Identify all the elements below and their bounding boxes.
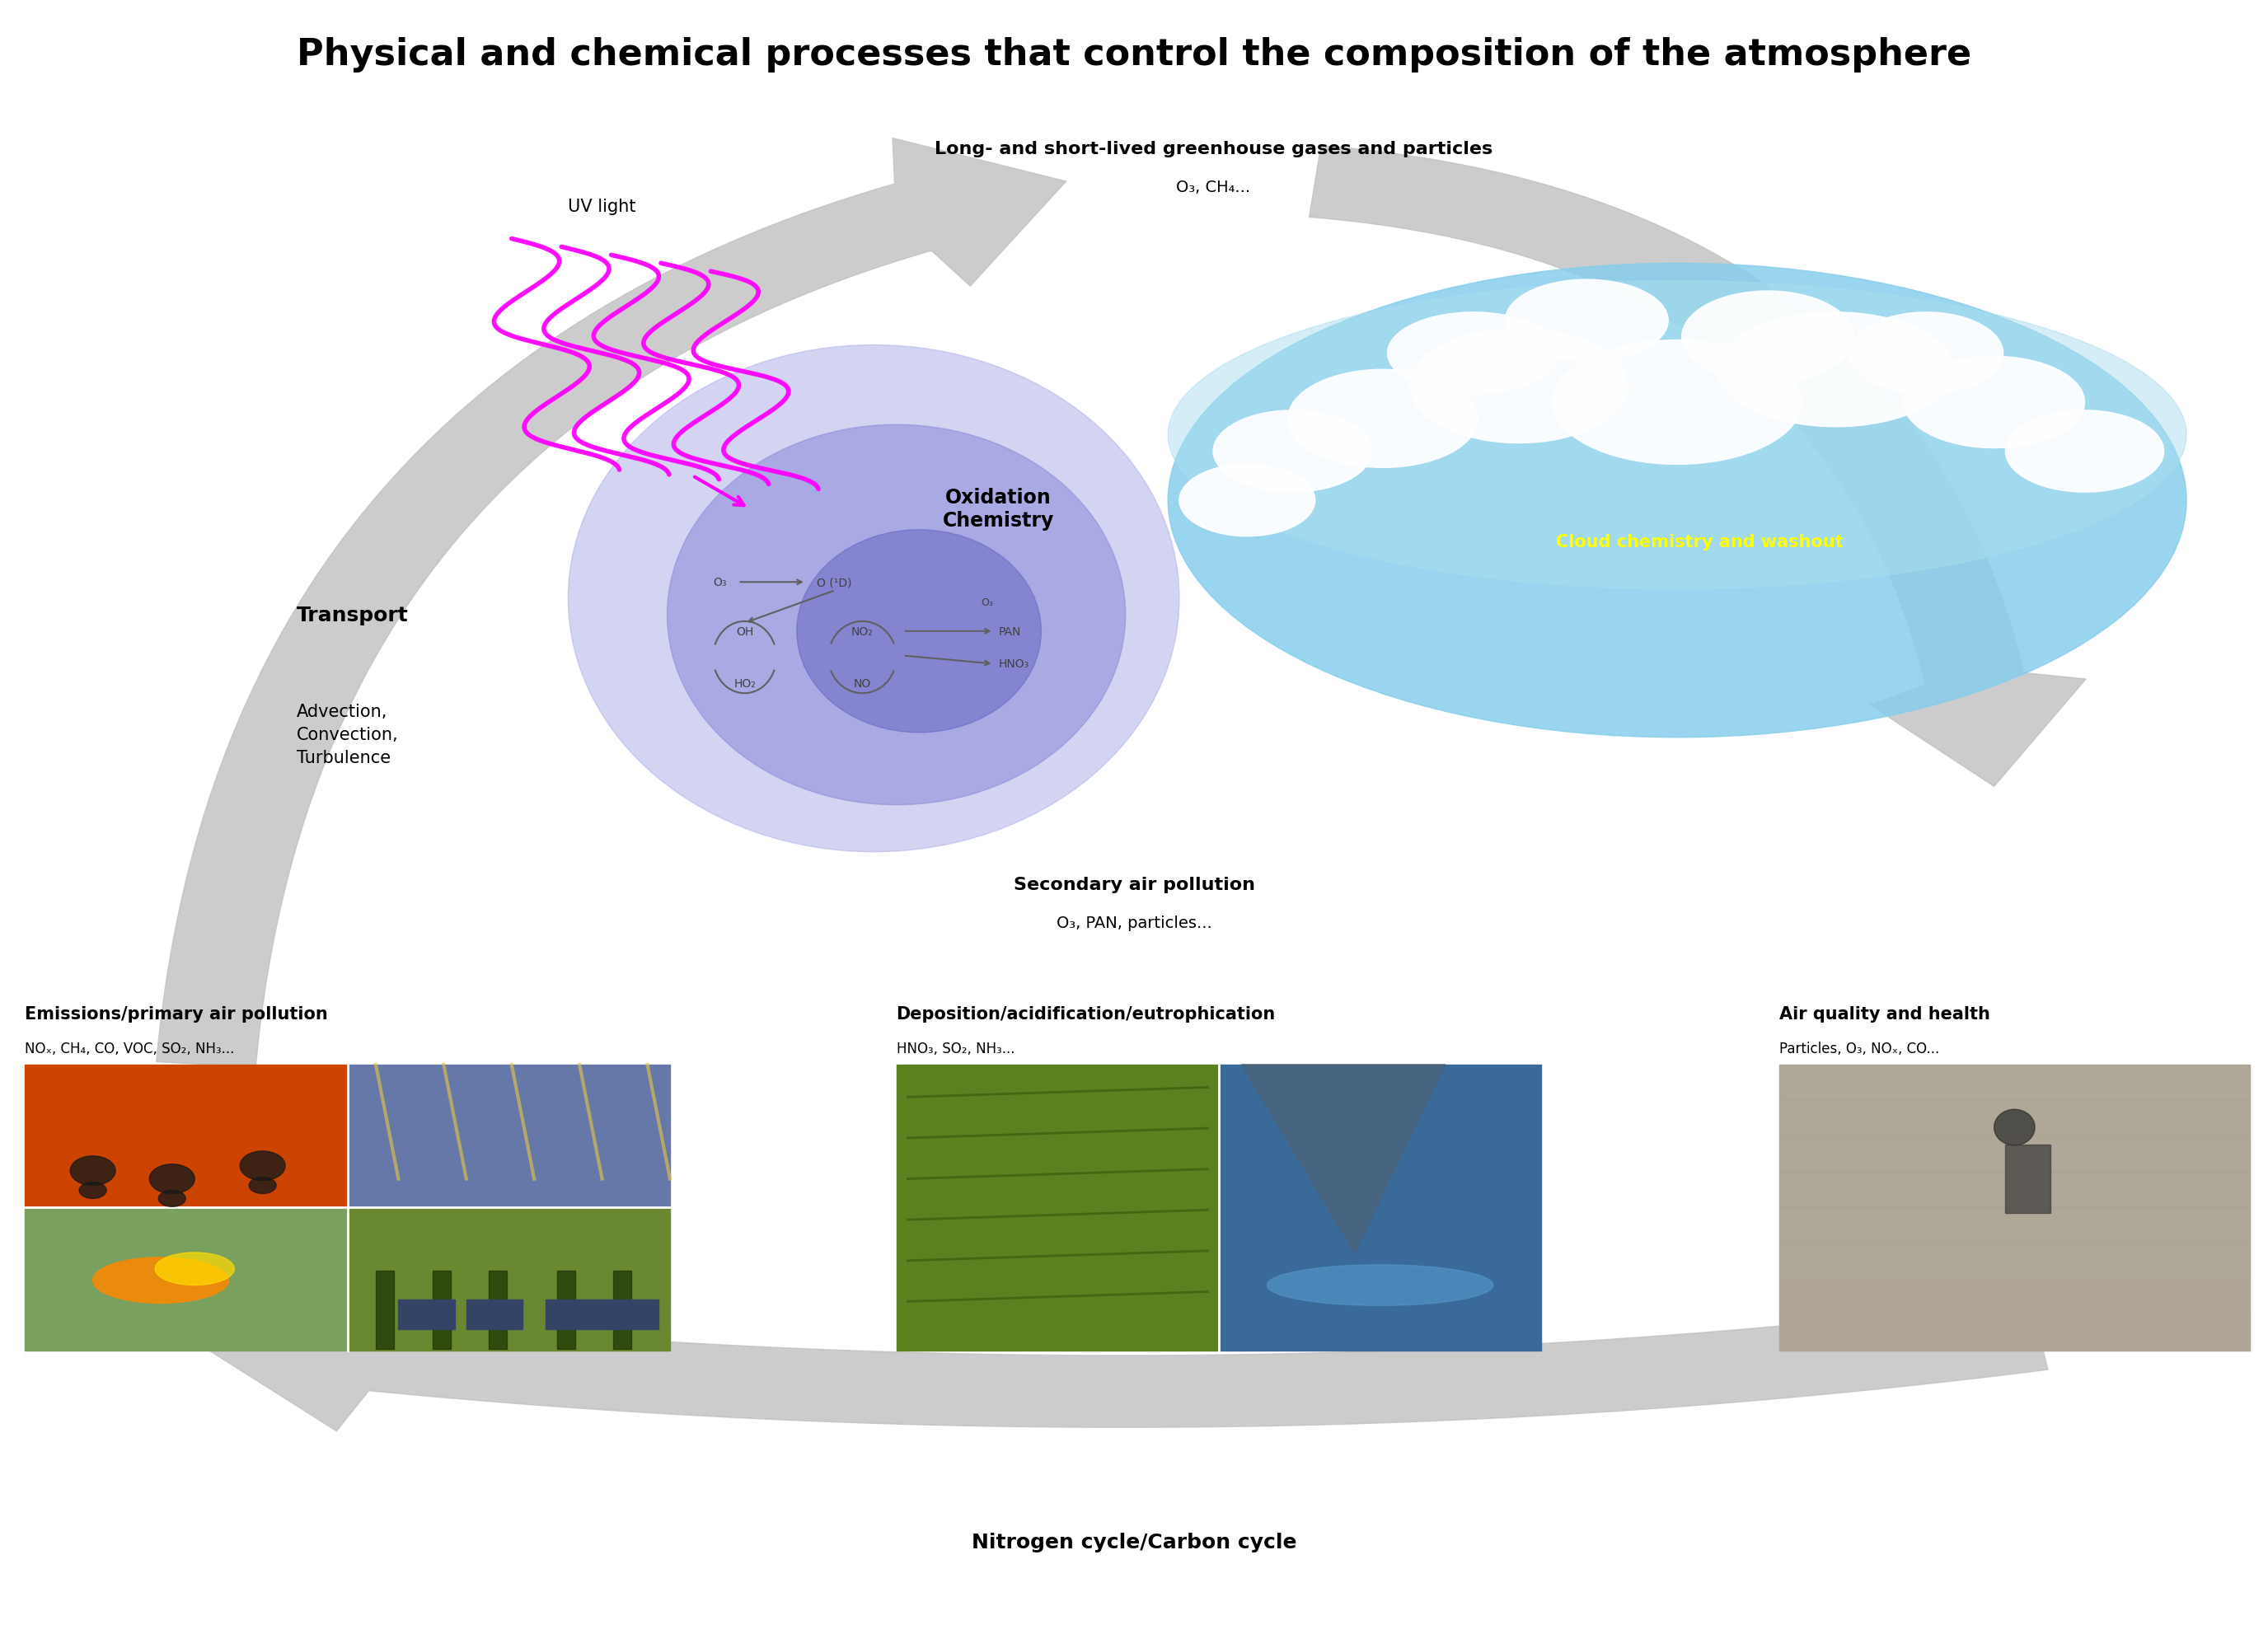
- Bar: [1778, 1100, 2250, 1136]
- Ellipse shape: [1411, 329, 1628, 444]
- Ellipse shape: [1506, 280, 1669, 362]
- Text: PAN: PAN: [998, 626, 1021, 638]
- Text: Physical and chemical processes that control the composition of the atmosphere: Physical and chemical processes that con…: [297, 38, 1971, 72]
- Ellipse shape: [1388, 313, 1560, 395]
- Ellipse shape: [154, 1252, 234, 1285]
- Bar: [376, 1270, 395, 1349]
- Text: Long- and short-lived greenhouse gases and particles: Long- and short-lived greenhouse gases a…: [934, 141, 1492, 157]
- Text: Emissions/primary air pollution: Emissions/primary air pollution: [25, 1006, 329, 1023]
- Bar: [490, 1270, 508, 1349]
- Bar: [25, 1208, 347, 1351]
- Text: NOₓ, CH₄, CO, VOC, SO₂, NH₃...: NOₓ, CH₄, CO, VOC, SO₂, NH₃...: [25, 1041, 234, 1056]
- Bar: [1778, 1136, 2250, 1172]
- Ellipse shape: [1168, 264, 2186, 738]
- Bar: [467, 1300, 524, 1329]
- Text: Particles, O₃, NOₓ, CO...: Particles, O₃, NOₓ, CO...: [1778, 1041, 1939, 1056]
- Ellipse shape: [249, 1177, 277, 1193]
- Text: NO: NO: [853, 679, 871, 690]
- Bar: [1778, 1172, 2250, 1208]
- Text: OH: OH: [735, 626, 753, 638]
- Bar: [1778, 1278, 2250, 1314]
- Ellipse shape: [1994, 1110, 2034, 1146]
- Ellipse shape: [667, 425, 1125, 805]
- Text: O₃: O₃: [980, 597, 993, 608]
- Bar: [25, 1065, 347, 1208]
- Polygon shape: [1309, 146, 2087, 787]
- Ellipse shape: [1179, 465, 1315, 536]
- Bar: [1778, 1065, 2250, 1351]
- Bar: [558, 1270, 574, 1349]
- Ellipse shape: [1213, 411, 1372, 493]
- Ellipse shape: [796, 529, 1041, 733]
- Text: O₃: O₃: [712, 577, 726, 588]
- Ellipse shape: [1903, 357, 2084, 449]
- Ellipse shape: [2005, 411, 2164, 493]
- Ellipse shape: [1683, 292, 1853, 384]
- Polygon shape: [184, 1275, 2048, 1431]
- Text: UV light: UV light: [569, 198, 635, 215]
- Text: O₃, CH₄...: O₃, CH₄...: [1177, 179, 1250, 195]
- Ellipse shape: [150, 1164, 195, 1193]
- Bar: [347, 1208, 669, 1351]
- Text: HNO₃: HNO₃: [998, 659, 1030, 670]
- Polygon shape: [1241, 1065, 1445, 1252]
- Bar: [1778, 1208, 2250, 1244]
- Ellipse shape: [569, 346, 1179, 852]
- Text: Cloud chemistry and washout: Cloud chemistry and washout: [1556, 533, 1844, 549]
- Bar: [1778, 1065, 2250, 1100]
- Bar: [399, 1300, 456, 1329]
- Bar: [612, 1270, 631, 1349]
- Bar: [1218, 1065, 1542, 1351]
- Text: Nitrogen cycle/Carbon cycle: Nitrogen cycle/Carbon cycle: [971, 1532, 1297, 1552]
- Text: HO₂: HO₂: [733, 679, 755, 690]
- Ellipse shape: [159, 1190, 186, 1206]
- Ellipse shape: [1288, 370, 1479, 469]
- Ellipse shape: [1168, 282, 2186, 590]
- Bar: [547, 1300, 601, 1329]
- Bar: [896, 1065, 1218, 1351]
- Text: HNO₃, SO₂, NH₃...: HNO₃, SO₂, NH₃...: [896, 1041, 1014, 1056]
- Text: Secondary air pollution: Secondary air pollution: [1014, 877, 1254, 893]
- Bar: [433, 1270, 451, 1349]
- Text: O₃, PAN, particles...: O₃, PAN, particles...: [1057, 915, 1211, 931]
- Ellipse shape: [1554, 341, 1801, 465]
- Ellipse shape: [1717, 313, 1953, 428]
- Text: Air quality and health: Air quality and health: [1778, 1006, 1989, 1023]
- Text: NO₂: NO₂: [850, 626, 873, 638]
- Text: O (¹D): O (¹D): [816, 577, 853, 588]
- Bar: [1778, 1244, 2250, 1278]
- Polygon shape: [156, 139, 1066, 1067]
- Ellipse shape: [240, 1151, 286, 1180]
- Ellipse shape: [1848, 313, 2003, 395]
- Bar: [1778, 1314, 2250, 1351]
- Text: Oxidation
Chemistry: Oxidation Chemistry: [943, 488, 1055, 531]
- Text: Transport: Transport: [297, 605, 408, 624]
- Text: Advection,
Convection,
Turbulence: Advection, Convection, Turbulence: [297, 703, 399, 765]
- Text: Deposition/acidification/eutrophication: Deposition/acidification/eutrophication: [896, 1006, 1275, 1023]
- Bar: [2005, 1144, 2050, 1213]
- Ellipse shape: [93, 1257, 229, 1303]
- Ellipse shape: [70, 1155, 116, 1185]
- Ellipse shape: [79, 1182, 107, 1198]
- Bar: [601, 1300, 658, 1329]
- Bar: [347, 1065, 669, 1208]
- Ellipse shape: [1268, 1265, 1492, 1306]
